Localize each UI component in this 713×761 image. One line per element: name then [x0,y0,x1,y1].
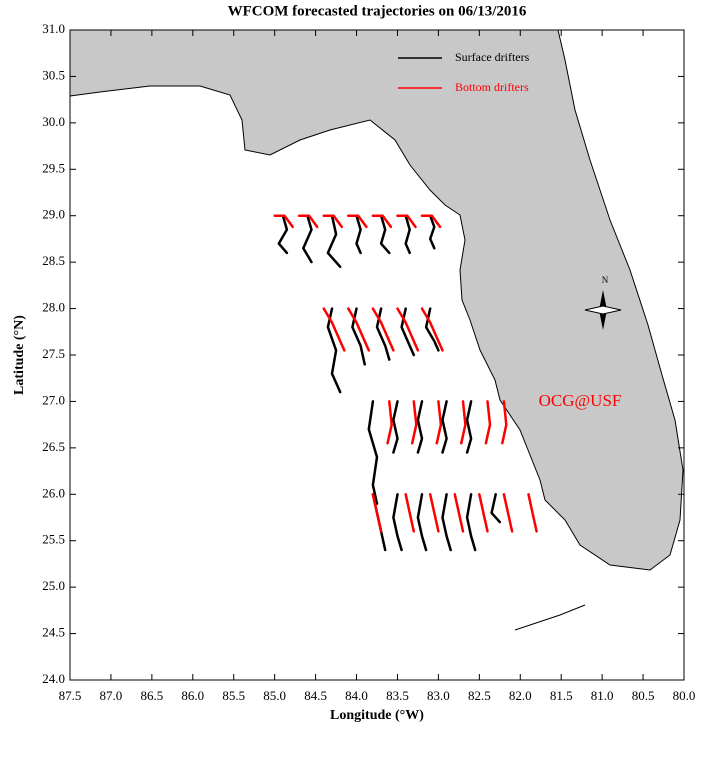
y-tick-label: 30.0 [42,114,65,129]
x-tick-label: 80.5 [632,688,655,703]
x-tick-label: 84.5 [304,688,327,703]
x-tick-label: 85.5 [222,688,245,703]
x-tick-label: 82.5 [468,688,491,703]
compass: N [584,275,622,330]
y-tick-label: 27.5 [42,346,65,361]
chart-title: WFCOM forecasted trajectories on 06/13/2… [228,3,527,19]
x-tick-label: 86.0 [181,688,204,703]
x-tick-label: 85.0 [263,688,286,703]
x-tick-label: 87.0 [100,688,123,703]
y-tick-label: 31.0 [42,21,65,36]
keys [514,604,586,631]
x-tick-label: 81.0 [591,688,614,703]
x-tick-label: 84.0 [345,688,368,703]
x-axis-label: Longitude (°W) [330,708,424,723]
trajectory [273,214,538,533]
x-tick-label: 81.5 [550,688,573,703]
y-tick-label: 24.0 [42,671,65,686]
legend-label: Surface drifters [455,50,530,64]
x-tick-label: 86.5 [140,688,163,703]
y-tick-label: 27.0 [42,392,65,407]
y-tick-label: 28.0 [42,300,65,315]
y-tick-label: 30.5 [42,67,65,82]
y-tick-label: 24.5 [42,625,65,640]
y-tick-label: 25.0 [42,578,65,593]
x-tick-label: 82.0 [509,688,532,703]
compass-label: N [602,275,609,285]
annotation: OCG@USF [539,391,622,410]
x-tick-label: 83.5 [386,688,409,703]
legend-label: Bottom drifters [455,80,529,94]
y-tick-label: 29.5 [42,160,65,175]
y-tick-label: 25.5 [42,532,65,547]
y-axis-label: Latitude (°N) [12,315,27,395]
y-tick-label: 29.0 [42,207,65,222]
x-tick-label: 87.5 [59,688,82,703]
y-tick-label: 28.5 [42,253,65,268]
land [69,29,684,571]
y-tick-label: 26.5 [42,439,65,454]
x-tick-label: 83.0 [427,688,450,703]
y-tick-label: 26.0 [42,485,65,500]
x-tick-label: 80.0 [673,688,696,703]
